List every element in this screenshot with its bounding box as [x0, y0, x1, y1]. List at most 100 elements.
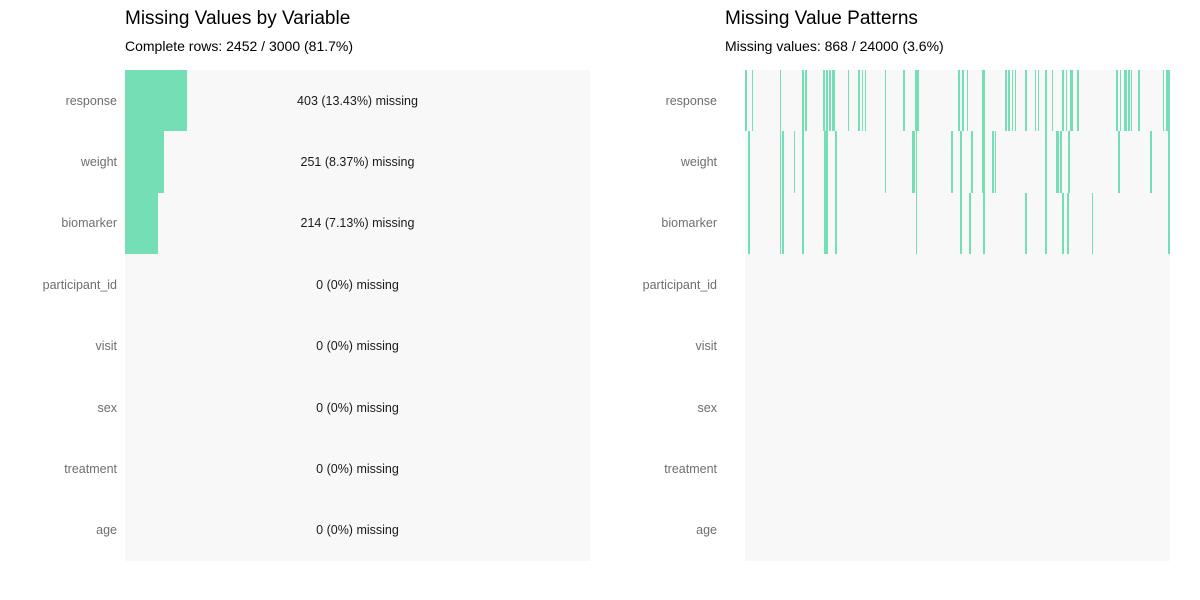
missing-tick-response	[1168, 70, 1170, 132]
missing-tick-response	[1065, 70, 1068, 132]
missing-tick-weight	[824, 131, 826, 193]
y-label-sex: sex	[97, 400, 117, 415]
missing-by-variable-plot-area: 403 (13.43%) missing 251 (8.37%) missing 2…	[125, 70, 590, 561]
missing-tick-response	[1116, 70, 1118, 132]
missing-tick-biomarker	[960, 192, 962, 255]
missing-tick-weight	[801, 131, 804, 193]
left-y-axis-labels: response weight biomarker participant_id vis…	[0, 70, 117, 561]
missing-tick-response	[1034, 70, 1037, 132]
missing-tick-biomarker	[1168, 192, 1170, 255]
y-label-treatment: treatment	[664, 461, 717, 476]
missing-tick-response	[829, 70, 831, 132]
missing-tick-weight	[884, 131, 887, 193]
missing-tick-response	[1124, 70, 1126, 132]
missing-tick-response	[966, 70, 969, 132]
missing-tick-response	[1025, 70, 1027, 132]
missing-tick-weight	[747, 131, 750, 193]
missing-tick-weight	[793, 131, 796, 193]
missing-tick-response	[1127, 70, 1130, 132]
missing-tick-response	[903, 70, 905, 132]
missing-bar-weight	[125, 131, 164, 193]
missing-tick-biomarker	[801, 192, 804, 255]
missing-tick-weight	[835, 131, 837, 193]
missing-tick-response	[858, 70, 860, 132]
missing-tick-response	[982, 70, 984, 132]
missing-tick-response	[864, 70, 867, 132]
missing-pattern-plot-area	[745, 70, 1170, 561]
missing-bar-biomarker	[125, 192, 159, 255]
missing-tick-weight	[1168, 131, 1170, 193]
y-label-participant_id: participant_id	[642, 277, 717, 292]
missing-tick-response	[861, 70, 864, 132]
missing-tick-biomarker	[1091, 192, 1094, 255]
missing-tick-response	[1014, 70, 1017, 132]
missing-tick-response	[801, 70, 804, 132]
left-panel-title: Missing Values by Variable	[125, 8, 351, 29]
missing-tick-weight	[1056, 131, 1058, 193]
missing-tick-response	[957, 70, 960, 132]
missing-tick-response	[1051, 70, 1054, 132]
right-y-axis-labels: response weight biomarker participant_id vis…	[600, 70, 717, 561]
missing-tick-response	[1130, 70, 1133, 132]
y-label-visit: visit	[695, 339, 717, 354]
bar-value-treatment: 0 (0%) missing	[316, 461, 399, 476]
missing-tick-biomarker	[826, 192, 828, 255]
missing-tick-response	[1037, 70, 1040, 132]
y-label-weight: weight	[680, 155, 717, 170]
missing-tick-weight	[971, 131, 973, 193]
missing-tick-response	[1045, 70, 1047, 132]
bar-value-visit: 0 (0%) missing	[316, 339, 399, 354]
missing-tick-response	[1005, 70, 1007, 132]
missing-tick-weight	[913, 131, 916, 193]
missing-tick-weight	[1068, 131, 1070, 193]
missing-tick-response	[779, 70, 782, 132]
missing-tick-response	[1008, 70, 1010, 132]
missing-tick-response	[1076, 70, 1079, 132]
y-label-response: response	[665, 93, 717, 108]
bar-value-weight: 251 (8.37%) missing	[300, 155, 415, 170]
missing-tick-weight	[982, 131, 984, 193]
missing-tick-response	[917, 70, 919, 132]
missing-tick-biomarker	[968, 192, 971, 255]
right-panel-subtitle: Missing values: 868 / 24000 (3.6%)	[725, 38, 944, 54]
missing-tick-weight	[991, 131, 994, 193]
missing-tick-biomarker	[1067, 192, 1069, 255]
y-label-age: age	[96, 523, 117, 538]
missing-tick-response	[823, 70, 825, 132]
missing-tick-biomarker	[915, 192, 918, 255]
y-label-age: age	[696, 523, 717, 538]
missing-tick-weight	[781, 131, 784, 193]
missing-bar-response	[125, 70, 188, 132]
missing-tick-response	[1011, 70, 1014, 132]
missing-tick-response	[1071, 70, 1074, 132]
missing-tick-weight	[994, 131, 997, 193]
missing-tick-weight	[915, 131, 918, 193]
y-label-treatment: treatment	[64, 461, 117, 476]
bar-value-biomarker: 214 (7.13%) missing	[300, 216, 415, 231]
missing-tick-biomarker	[1025, 192, 1027, 255]
missing-tick-response	[751, 70, 754, 132]
missing-tick-response	[745, 70, 748, 132]
y-label-weight: weight	[80, 155, 117, 170]
missing-tick-response	[804, 70, 807, 132]
missing-tick-response	[1138, 70, 1140, 132]
bar-value-age: 0 (0%) missing	[316, 523, 399, 538]
missing-tick-response	[962, 70, 964, 132]
missing-tick-weight	[1059, 131, 1062, 193]
missing-tick-biomarker	[779, 192, 782, 255]
missing-tick-response	[847, 70, 850, 132]
y-label-participant_id: participant_id	[42, 277, 117, 292]
missing-tick-weight	[1150, 131, 1152, 193]
missing-tick-biomarker	[983, 192, 985, 255]
missing-tick-response	[832, 70, 834, 132]
missing-tick-biomarker	[824, 192, 826, 255]
missing-tick-response	[826, 70, 828, 132]
missing-tick-response	[1125, 70, 1128, 132]
missing-tick-response	[1062, 70, 1064, 132]
missing-tick-response	[833, 70, 836, 132]
left-panel-subtitle: Complete rows: 2452 / 3000 (81.7%)	[125, 38, 354, 54]
missing-tick-response	[1166, 70, 1168, 132]
missing-tick-weight	[951, 131, 953, 193]
bar-value-response: 403 (13.43%) missing	[297, 93, 418, 108]
